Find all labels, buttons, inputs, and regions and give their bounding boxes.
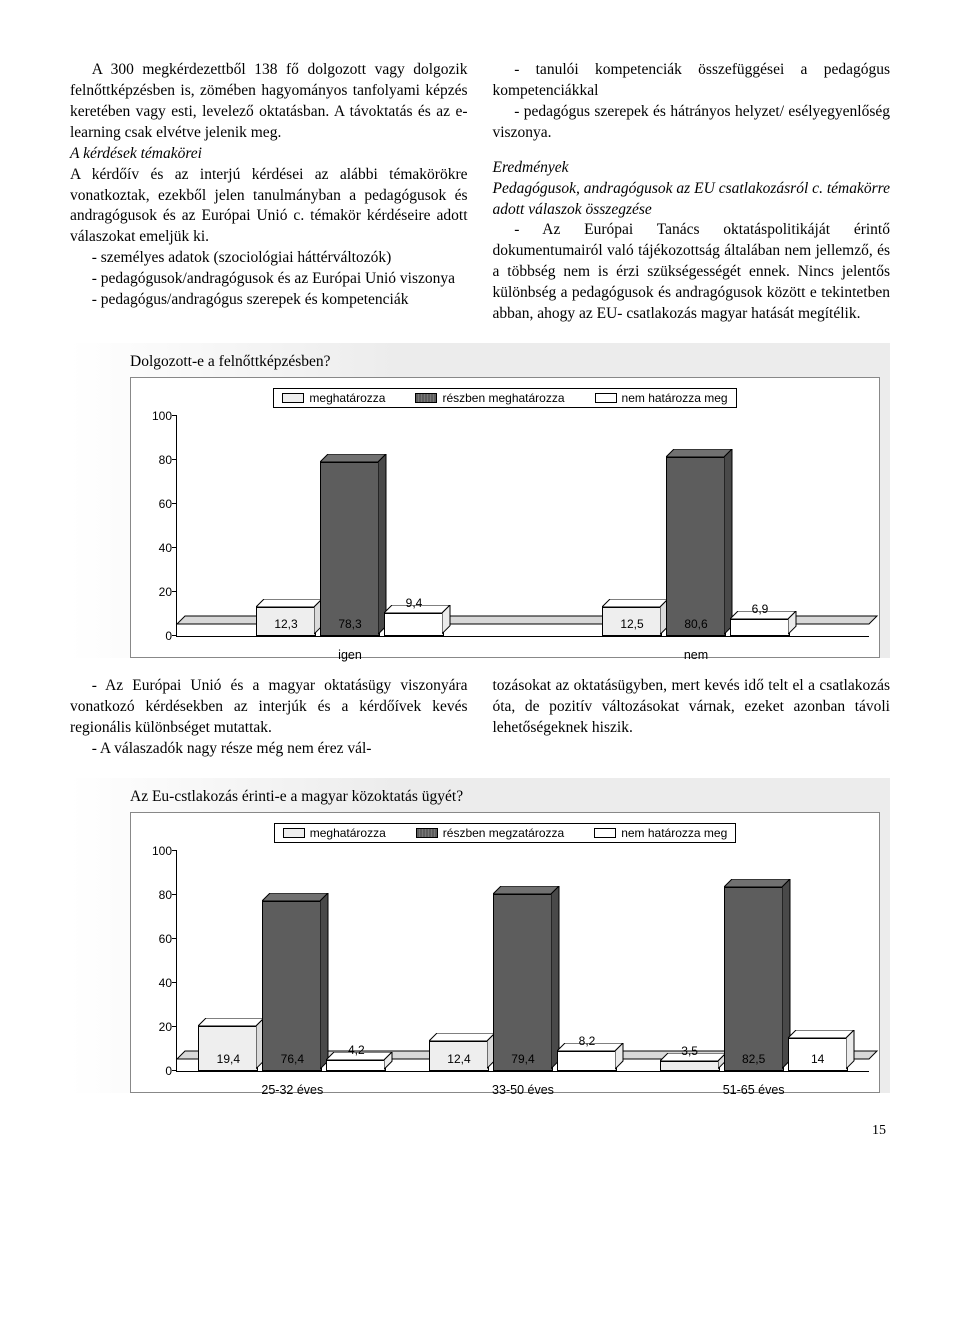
chart-2-title: Az Eu-cstlakozás érinti-e a magyar közok… [130, 788, 880, 806]
legend-item: nem határozza meg [594, 826, 727, 840]
bar-group: 12,580,66,9nem [602, 457, 790, 636]
chart-1-body: meghatározza részben meghatározza nem ha… [130, 377, 880, 658]
category-label: igen [338, 648, 362, 662]
bar-group: 12,479,48,233-50 éves [429, 894, 617, 1071]
bar-value-label: 9,4 [385, 596, 443, 610]
bar: 12,5 [602, 607, 662, 637]
list-item: - tanulói kompetenciák összefüggései a p… [493, 60, 891, 102]
bar: 6,9 [730, 619, 790, 636]
bar: 12,3 [256, 607, 316, 636]
chart-1-container: Dolgozott-e a felnőttképzésben? meghatár… [70, 343, 890, 658]
bar-value-label: 82,5 [725, 1052, 783, 1066]
ytick-label: 40 [142, 541, 172, 555]
ytick-label: 20 [142, 585, 172, 599]
bar: 19,4 [198, 1026, 258, 1071]
bar: 8,2 [557, 1051, 617, 1071]
list-item: - személyes adatok (szociológiai háttérv… [70, 248, 468, 269]
bar: 3,5 [660, 1061, 720, 1071]
bar-group: 12,378,39,4igen [256, 462, 444, 636]
legend-label: nem határozza meg [621, 826, 727, 840]
bar: 14 [788, 1038, 848, 1071]
ytick-label: 80 [142, 888, 172, 902]
bar-value-label: 80,6 [667, 617, 725, 631]
bar: 82,5 [724, 887, 784, 1071]
legend-label: részben megzatározza [443, 826, 564, 840]
col-right: - tanulói kompetenciák összefüggései a p… [493, 60, 891, 325]
subhead: A kérdések témakörei [70, 144, 468, 165]
legend-label: részben meghatározza [442, 391, 564, 405]
chart-2-plot: 02040608010019,476,44,225-32 éves12,479,… [176, 851, 869, 1072]
legend-item: meghatározza [282, 391, 385, 405]
chart-1-title: Dolgozott-e a felnőttképzésben? [130, 353, 880, 371]
paragraph: A kérdőív és az interjú kérdései az aláb… [70, 165, 468, 249]
legend-item: meghatározza [283, 826, 386, 840]
chart-1-plot: 02040608010012,378,39,4igen12,580,66,9ne… [176, 416, 869, 637]
paragraph: - Az Európai Unió és a magyar oktatásügy… [70, 676, 468, 739]
ytick-label: 60 [142, 932, 172, 946]
legend-item: részben megzatározza [416, 826, 564, 840]
col-left: A 300 megkérdezettből 138 fő dolgozott v… [70, 60, 468, 325]
bar-value-label: 78,3 [321, 617, 379, 631]
ytick-label: 0 [142, 629, 172, 643]
bar: 76,4 [262, 901, 322, 1071]
list-item: - pedagógus/andragógus szerepek és kompe… [70, 290, 468, 311]
bar-value-label: 12,5 [603, 617, 661, 631]
bar-value-label: 14 [789, 1052, 847, 1066]
ytick-label: 20 [142, 1020, 172, 1034]
legend-item: részben meghatározza [415, 391, 564, 405]
bar: 9,4 [384, 613, 444, 636]
col-left: - Az Európai Unió és a magyar oktatásügy… [70, 676, 468, 760]
subhead: Pedagógusok, andragógusok az EU csatlako… [493, 179, 891, 221]
list-item: - pedagógus szerepek és hátrányos helyze… [493, 102, 891, 144]
bar-value-label: 79,4 [494, 1052, 552, 1066]
legend-item: nem határozza meg [595, 391, 728, 405]
bar-group: 19,476,44,225-32 éves [198, 901, 386, 1071]
category-label: nem [684, 648, 708, 662]
paragraph: tozásokat az oktatásügyben, mert kevés i… [493, 676, 891, 739]
chart-1-legend: meghatározza részben meghatározza nem ha… [273, 388, 736, 408]
col-right: tozásokat az oktatásügyben, mert kevés i… [493, 676, 891, 760]
bar: 4,2 [326, 1060, 386, 1071]
bar: 79,4 [493, 894, 553, 1071]
category-label: 33-50 éves [492, 1083, 554, 1097]
bar-value-label: 3,5 [661, 1044, 719, 1058]
bar-value-label: 76,4 [263, 1052, 321, 1066]
bar-value-label: 19,4 [199, 1052, 257, 1066]
ytick-label: 100 [142, 844, 172, 858]
paragraph: - Az Európai Tanács oktatáspolitikáját é… [493, 220, 891, 325]
ytick-label: 100 [142, 409, 172, 423]
paragraph: - A válaszadók nagy része még nem érez v… [70, 739, 468, 760]
ytick-label: 80 [142, 453, 172, 467]
bar-value-label: 12,4 [430, 1052, 488, 1066]
page: A 300 megkérdezettből 138 fő dolgozott v… [0, 0, 960, 1179]
bar-group: 3,582,51451-65 éves [660, 887, 848, 1071]
page-number: 15 [70, 1123, 890, 1139]
bar-value-label: 12,3 [257, 617, 315, 631]
list-item: - pedagógusok/andragógusok és az Európai… [70, 269, 468, 290]
category-label: 25-32 éves [261, 1083, 323, 1097]
upper-text-block: A 300 megkérdezettből 138 fő dolgozott v… [70, 60, 890, 325]
ytick-label: 40 [142, 976, 172, 990]
legend-label: nem határozza meg [622, 391, 728, 405]
ytick-label: 0 [142, 1064, 172, 1078]
paragraph: A 300 megkérdezettből 138 fő dolgozott v… [70, 60, 468, 144]
chart-2-legend: meghatározza részben megzatározza nem ha… [274, 823, 737, 843]
subhead: Eredmények [493, 158, 891, 179]
ytick-label: 60 [142, 497, 172, 511]
bar-value-label: 4,2 [327, 1043, 385, 1057]
legend-label: meghatározza [309, 391, 385, 405]
bar: 12,4 [429, 1041, 489, 1070]
bar-value-label: 6,9 [731, 602, 789, 616]
chart-2-container: Az Eu-cstlakozás érinti-e a magyar közok… [70, 778, 890, 1093]
bar-value-label: 8,2 [558, 1034, 616, 1048]
mid-text-block: - Az Európai Unió és a magyar oktatásügy… [70, 676, 890, 760]
category-label: 51-65 éves [723, 1083, 785, 1097]
bar: 78,3 [320, 462, 380, 636]
bar: 80,6 [666, 457, 726, 636]
chart-2-body: meghatározza részben megzatározza nem ha… [130, 812, 880, 1093]
legend-label: meghatározza [310, 826, 386, 840]
